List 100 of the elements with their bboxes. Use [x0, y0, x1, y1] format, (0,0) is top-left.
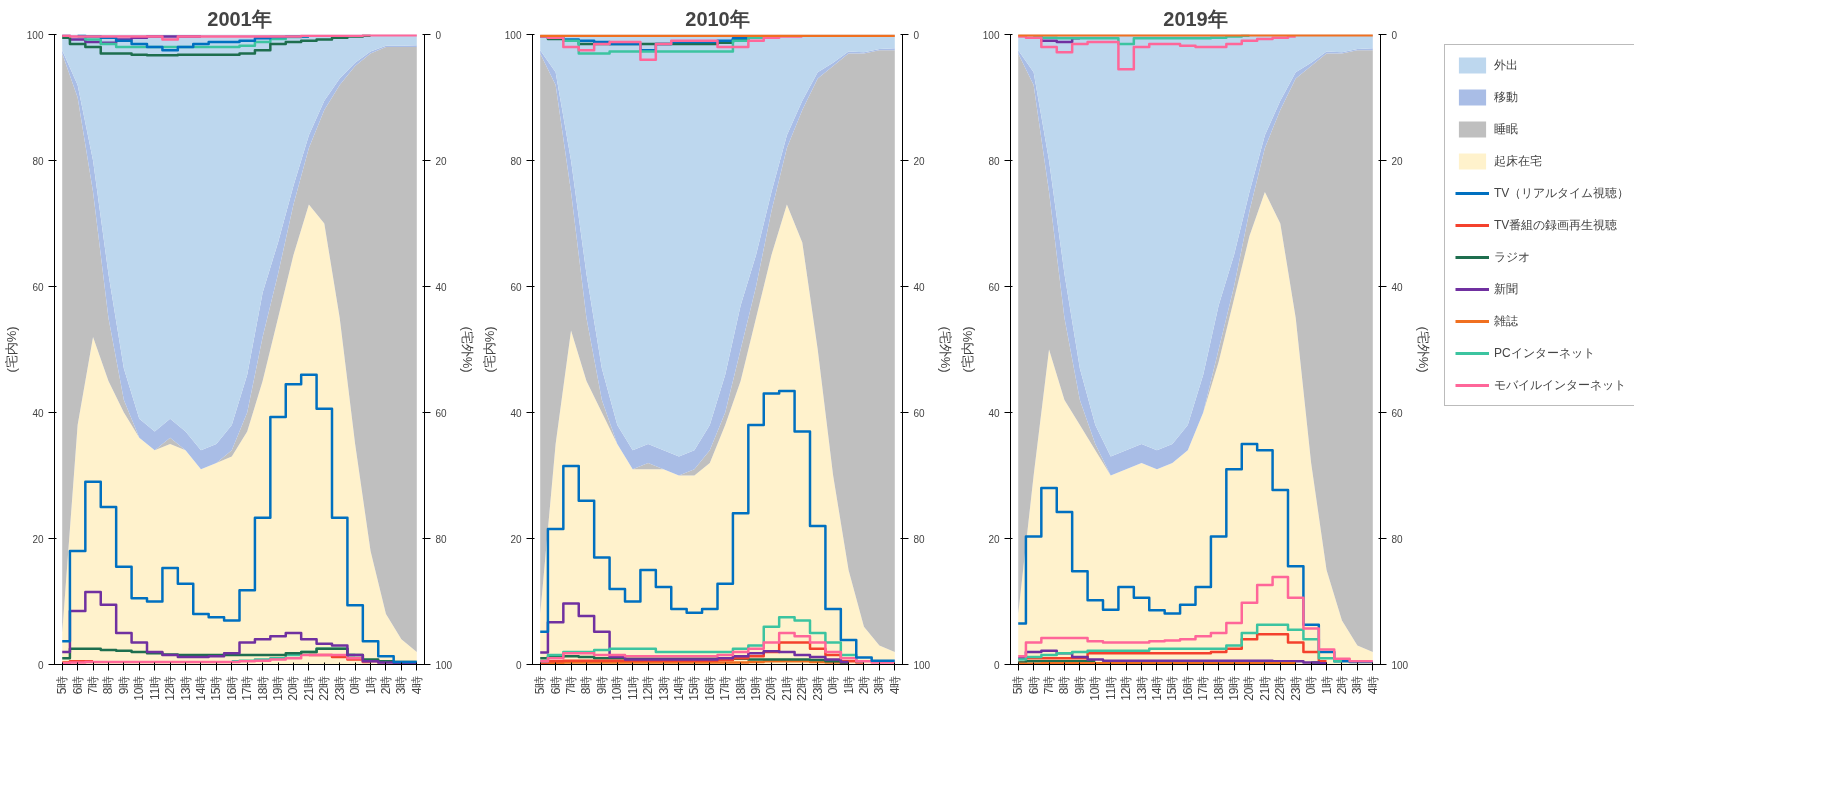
y-tick-label: 60: [510, 281, 522, 293]
y2-axis-title: (宅外%): [1416, 326, 1432, 373]
y2-tick-label: 0: [1391, 29, 1398, 41]
y-tick-label: 80: [32, 155, 44, 167]
x-tick-label: 15時: [687, 675, 702, 701]
y-tick-label: 40: [988, 407, 1000, 419]
y-tick-label: 100: [504, 29, 522, 41]
x-tick-label: 6時: [70, 675, 85, 695]
x-tick-label: 7時: [86, 675, 101, 695]
x-tick-label: 16時: [1180, 675, 1195, 701]
legend-label: 睡眠: [1494, 120, 1518, 138]
x-tick-label: 14時: [1149, 675, 1164, 701]
y-axis-title: (宅内%): [959, 326, 975, 373]
x-tick-label: 21時: [301, 675, 316, 701]
x-tick-label: 21時: [1257, 675, 1272, 701]
x-tick-label: 13時: [178, 675, 193, 701]
legend-label: 起床在宅: [1494, 152, 1542, 170]
x-tick-label: 22時: [317, 675, 332, 701]
y-tick-label: 40: [32, 407, 44, 419]
x-tick-label: 14時: [671, 675, 686, 701]
x-tick-label: 5時: [533, 675, 548, 695]
x-tick-label: 19時: [749, 675, 764, 701]
y2-tick-label: 40: [435, 281, 448, 293]
x-tick-label: 17時: [240, 675, 255, 701]
x-tick-label: 23時: [810, 675, 825, 701]
x-tick-label: 12時: [641, 675, 656, 701]
x-tick-label: 20時: [1242, 675, 1257, 701]
x-tick-label: 4時: [409, 675, 424, 695]
x-tick-label: 0時: [826, 675, 841, 695]
y2-tick-label: 60: [435, 407, 448, 419]
x-tick-label: 13時: [656, 675, 671, 701]
chart-title: 2001年: [207, 7, 272, 30]
x-tick-label: 8時: [101, 675, 116, 695]
x-tick-label: 16時: [702, 675, 717, 701]
x-tick-label: 1時: [1319, 675, 1334, 695]
x-tick-label: 7時: [1042, 675, 1057, 695]
x-tick-label: 2時: [856, 675, 871, 695]
x-tick-label: 5時: [55, 675, 70, 695]
legend-label: 新聞: [1494, 280, 1518, 298]
y-tick-label: 20: [988, 533, 1000, 545]
x-tick-label: 5時: [1011, 675, 1026, 695]
y2-tick-label: 20: [1391, 155, 1404, 167]
x-tick-label: 18時: [255, 675, 270, 701]
x-tick-label: 2時: [1334, 675, 1349, 695]
y-axis-title: (宅内%): [3, 326, 19, 373]
x-tick-label: 12時: [1119, 675, 1134, 701]
y2-tick-label: 0: [913, 29, 920, 41]
legend-label: PCインターネット: [1494, 344, 1595, 362]
x-tick-label: 1時: [841, 675, 856, 695]
x-tick-label: 22時: [1273, 675, 1288, 701]
x-tick-label: 3時: [872, 675, 887, 695]
legend-label: モバイルインターネット: [1494, 376, 1626, 394]
x-tick-label: 16時: [224, 675, 239, 701]
y2-tick-label: 40: [1391, 281, 1404, 293]
y2-tick-label: 0: [435, 29, 442, 41]
x-tick-label: 22時: [795, 675, 810, 701]
y-tick-label: 0: [515, 659, 522, 671]
legend-label: 外出: [1494, 56, 1518, 74]
x-tick-label: 6時: [1026, 675, 1041, 695]
x-tick-label: 17時: [1196, 675, 1211, 701]
x-tick-label: 10時: [132, 675, 147, 701]
y2-axis-title: (宅外%): [938, 326, 954, 373]
x-tick-label: 3時: [1350, 675, 1365, 695]
legend-label: 移動: [1494, 88, 1518, 106]
x-tick-label: 15時: [209, 675, 224, 701]
x-tick-label: 10時: [1088, 675, 1103, 701]
y-tick-label: 80: [988, 155, 1000, 167]
x-tick-label: 8時: [579, 675, 594, 695]
x-tick-label: 13時: [1134, 675, 1149, 701]
legend-label: TV番組の録画再生視聴: [1494, 216, 1618, 234]
x-tick-label: 6時: [548, 675, 563, 695]
y2-tick-label: 60: [913, 407, 926, 419]
x-tick-label: 0時: [1304, 675, 1319, 695]
x-tick-label: 7時: [564, 675, 579, 695]
legend-label: 雑誌: [1494, 312, 1518, 330]
x-tick-label: 18時: [733, 675, 748, 701]
y-tick-label: 20: [32, 533, 44, 545]
x-tick-label: 9時: [594, 675, 609, 695]
x-tick-label: 8時: [1057, 675, 1072, 695]
y-tick-label: 60: [988, 281, 1000, 293]
y-tick-label: 40: [510, 407, 522, 419]
y-axis-title: (宅内%): [481, 326, 497, 373]
y2-tick-label: 20: [435, 155, 448, 167]
x-tick-label: 17時: [718, 675, 733, 701]
chart-title: 2010年: [685, 7, 750, 30]
y2-tick-label: 20: [913, 155, 926, 167]
legend-label: TV（リアルタイム視聴）: [1494, 184, 1630, 202]
x-tick-label: 19時: [271, 675, 286, 701]
x-tick-label: 2時: [378, 675, 393, 695]
x-tick-label: 18時: [1211, 675, 1226, 701]
y2-tick-label: 100: [1391, 659, 1409, 671]
y-tick-label: 60: [32, 281, 44, 293]
x-tick-label: 3時: [394, 675, 409, 695]
x-tick-label: 21時: [779, 675, 794, 701]
y2-tick-label: 40: [913, 281, 926, 293]
x-tick-label: 23時: [1288, 675, 1303, 701]
x-tick-label: 23時: [332, 675, 347, 701]
x-tick-label: 9時: [1072, 675, 1087, 695]
y-tick-label: 80: [510, 155, 522, 167]
x-tick-label: 12時: [163, 675, 178, 701]
